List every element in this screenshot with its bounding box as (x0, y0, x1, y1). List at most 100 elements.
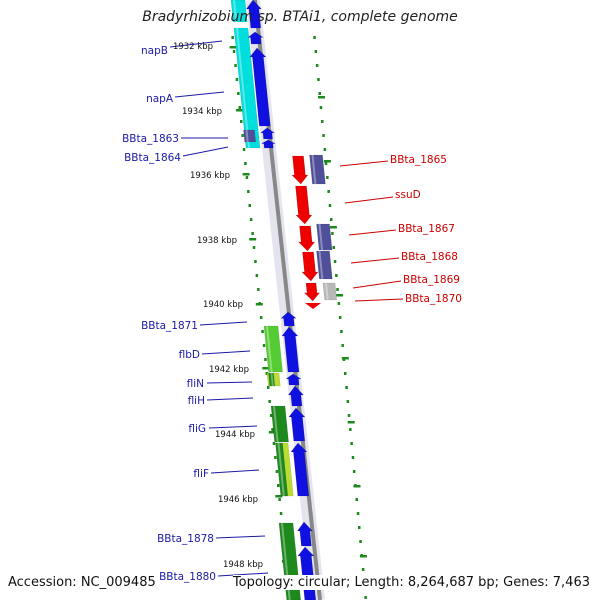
leader-line (208, 425, 258, 429)
major-tick (262, 367, 270, 370)
gene-label-bbta-1870: BBta_1870 (405, 293, 462, 305)
tick-dot (328, 204, 332, 207)
bar-sheen (233, 0, 238, 22)
kbp-label: 1936 kbp (190, 171, 230, 181)
forward-arrow (247, 31, 264, 45)
tick-dot (245, 176, 249, 179)
gene-label-bbta-1868: BBta_1868 (401, 251, 458, 263)
tick-dot (237, 92, 240, 95)
tick-dot (252, 246, 256, 249)
major-tick (347, 421, 355, 424)
major-tick (242, 173, 250, 176)
tick-dot (317, 78, 320, 81)
tick-dot (355, 498, 358, 501)
forward-arrow (296, 521, 314, 547)
forward-arrow (280, 311, 297, 327)
tick-dot (313, 36, 316, 39)
tick-dot (318, 92, 321, 95)
bar-sheen (273, 406, 279, 442)
tick-dot (332, 246, 335, 249)
tick-dot (324, 162, 328, 165)
gene-label-bbta-1869: BBta_1869 (403, 274, 460, 286)
leader-line (201, 350, 251, 355)
gene-labels: napB napA BBta_1863 BBta_1864 BBta_1871 flbD f… (122, 45, 462, 583)
gene-features (230, 0, 338, 600)
tick-dot (333, 260, 337, 263)
bar-sheen (318, 251, 324, 279)
leader-line (352, 280, 402, 289)
tick-dot (319, 106, 323, 109)
bar-sheen (266, 326, 273, 372)
gene-label-bbta-1867: BBta_1867 (398, 223, 455, 235)
major-tick (249, 238, 257, 241)
tick-dot (254, 260, 257, 263)
topology-text: Topology: circular; Length: 8,264,687 bp… (232, 575, 590, 590)
reverse-arrow (291, 155, 309, 185)
tick-dot (241, 134, 244, 137)
bar-sheen (318, 224, 324, 250)
tick-dot (358, 526, 361, 529)
bar-sheen (277, 443, 285, 496)
tick-dot (275, 470, 279, 473)
gene-label-flif: fliF (193, 468, 209, 480)
bar-sheen (311, 155, 317, 184)
forward-arrow (288, 407, 306, 442)
gene-label-flbd: flbD (179, 349, 200, 361)
tick-dot (336, 288, 339, 291)
leader-line (199, 321, 248, 326)
kbp-label: 1944 kbp (215, 430, 255, 440)
kbp-label: 1940 kbp (203, 300, 243, 310)
leader-line (354, 298, 404, 302)
tick-dot (364, 596, 367, 599)
tick-dot (351, 456, 355, 459)
kbp-labels: 1932 kbp 1934 kbp 1936 kbp 1938 kbp 1940 kbp… (173, 42, 263, 570)
leader-line (182, 146, 229, 157)
tick-dot (265, 372, 269, 375)
tick-dot (264, 358, 267, 361)
tick-dot (335, 274, 338, 277)
tick-dot (249, 218, 253, 221)
gray-block (322, 282, 338, 301)
gene-label-bbta-1878: BBta_1878 (157, 533, 214, 545)
tick-dot (352, 470, 356, 473)
tick-dot (235, 78, 239, 81)
tick-dot (356, 512, 360, 515)
tick-dot (271, 428, 274, 431)
purple-block (316, 223, 333, 251)
dark-green-block (268, 372, 276, 387)
tick-dot (345, 386, 348, 389)
tick-dot (272, 442, 276, 445)
major-tick (341, 357, 349, 360)
tick-dot (251, 232, 254, 235)
forward-arrow (290, 442, 310, 497)
tick-dot (330, 218, 333, 221)
purple-block (243, 129, 257, 143)
kbp-label: 1934 kbp (182, 107, 222, 117)
major-tick (329, 226, 337, 229)
tick-dot (240, 120, 243, 123)
forward-arrow (287, 385, 305, 407)
gene-label-bbta-1864: BBta_1864 (124, 152, 181, 164)
major-tick (229, 46, 237, 49)
tick-dot (274, 456, 277, 459)
gene-label-flih: fliH (188, 395, 205, 407)
tick-dot (361, 568, 365, 571)
green-block (263, 325, 283, 373)
tick-dot (341, 344, 344, 347)
tick-dot (269, 414, 273, 417)
tick-dot (337, 302, 341, 305)
gene-label-bbta-1863: BBta_1863 (122, 133, 179, 145)
leader-line (217, 572, 269, 577)
tick-dot (278, 498, 281, 501)
forward-arrow (261, 139, 276, 149)
tick-dot (244, 162, 247, 165)
cyan-block (230, 0, 248, 23)
kbp-label: 1948 kbp (223, 560, 263, 570)
dark-green-block (270, 405, 289, 443)
tick-dot (322, 134, 325, 137)
tick-dot (262, 344, 266, 347)
major-tick (359, 555, 367, 558)
gene-label-bbta-1871: BBta_1871 (141, 320, 198, 332)
tick-dot (247, 190, 250, 193)
tick-dot (347, 414, 351, 417)
